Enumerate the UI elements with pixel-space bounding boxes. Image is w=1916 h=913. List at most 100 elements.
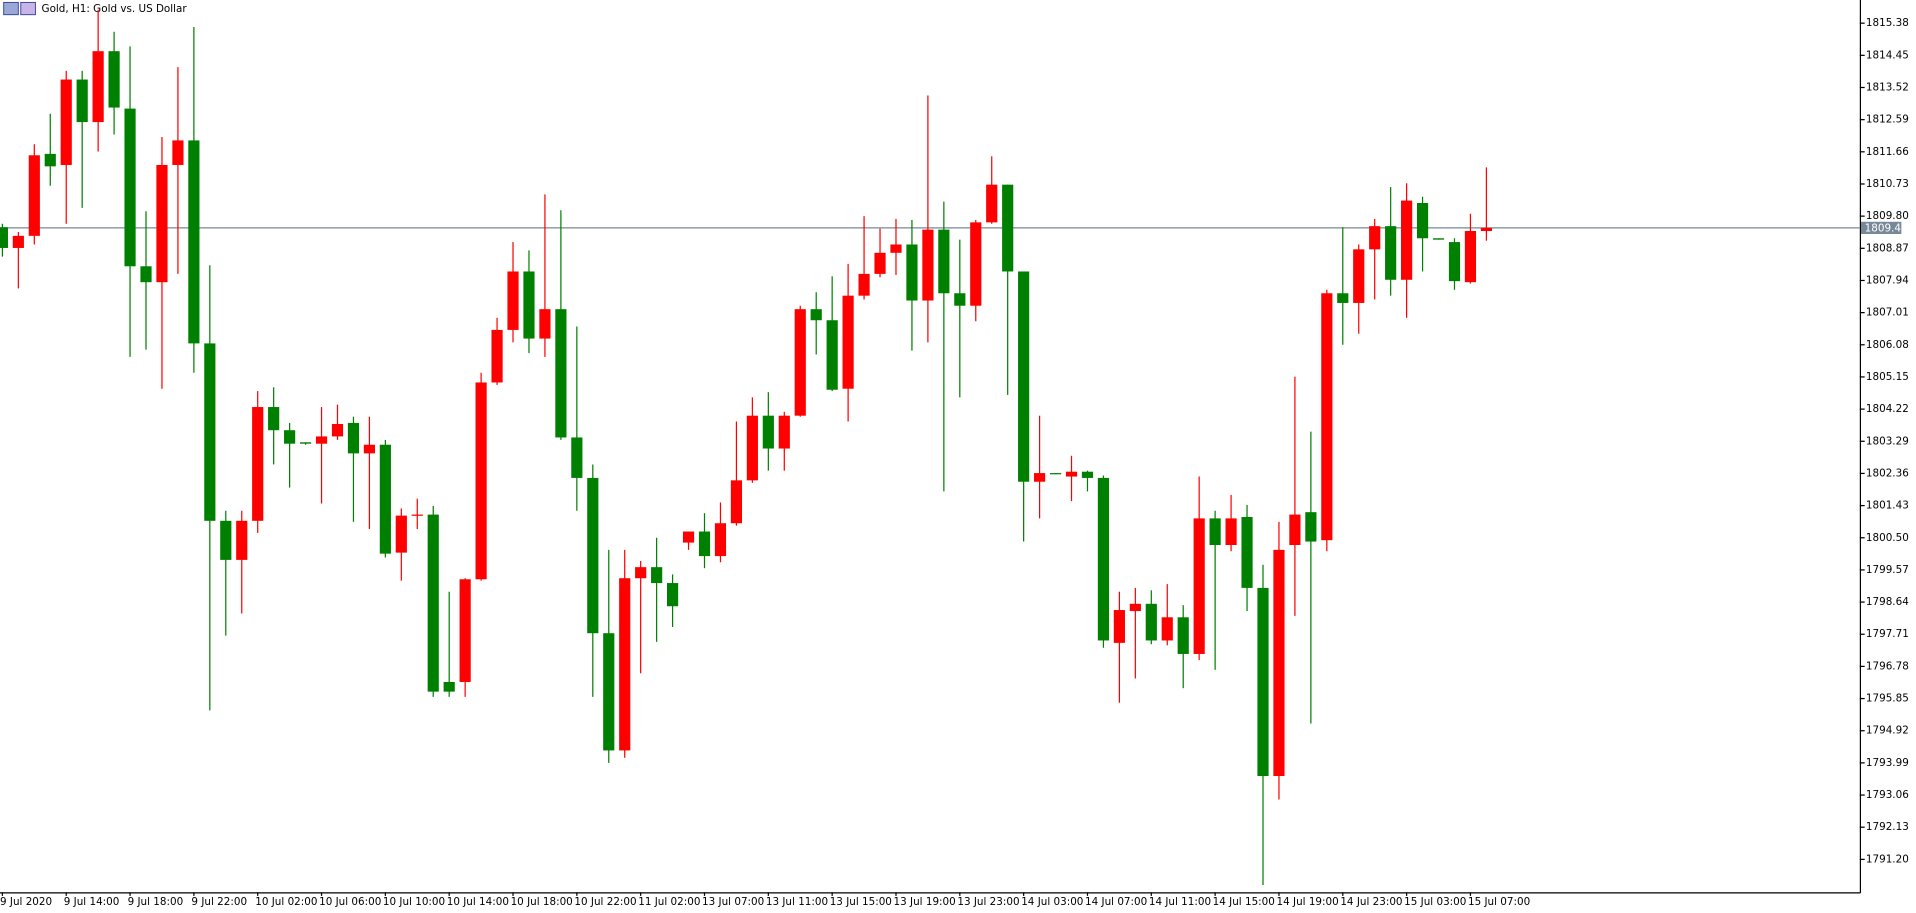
x-tick-label: 9 Jul 22:00 [191, 896, 247, 908]
candle-body [603, 633, 615, 751]
x-tick-label: 14 Jul 07:00 [1085, 896, 1147, 908]
candle-body [842, 295, 854, 389]
candle-body [236, 520, 248, 560]
x-tick-label: 9 Jul 14:00 [64, 896, 120, 908]
candle-body [1480, 227, 1492, 232]
candle-body [1416, 202, 1429, 239]
candle-body [1401, 200, 1413, 280]
x-tick-label: 10 Jul 14:00 [447, 896, 509, 908]
candle-body [459, 579, 471, 682]
y-tick-label: 1805.15 [1866, 371, 1909, 383]
candle-body [108, 51, 120, 108]
candle-body [60, 79, 72, 165]
symbol-icons [3, 1, 36, 16]
y-tick-label: 1793.06 [1866, 789, 1909, 801]
y-tick-label: 1798.64 [1866, 596, 1909, 608]
candle-body [0, 227, 8, 248]
candle-body [1209, 518, 1221, 546]
last-price-label: 1809.46 [1865, 223, 1908, 235]
candle-body [635, 567, 647, 579]
candle-body [44, 153, 56, 167]
x-tick-label: 14 Jul 23:00 [1340, 896, 1402, 908]
x-tick-label: 14 Jul 03:00 [1021, 896, 1083, 908]
candle-body [92, 51, 104, 123]
x-tick-label: 9 Jul 18:00 [128, 896, 184, 908]
x-tick-label: 13 Jul 11:00 [766, 896, 828, 908]
x-tick-label: 10 Jul 10:00 [383, 896, 445, 908]
y-tick-label: 1793.99 [1866, 757, 1909, 769]
candle-body [906, 244, 918, 301]
candle-body [76, 79, 88, 123]
candle-body [140, 266, 152, 283]
candle-body [954, 293, 966, 306]
candle-body [188, 140, 200, 344]
candle-body [571, 437, 583, 478]
y-tick-label: 1804.22 [1866, 403, 1909, 415]
y-tick-label: 1811.66 [1866, 146, 1909, 158]
candle-body [411, 514, 423, 516]
candle-body [1273, 549, 1285, 777]
x-tick-label: 10 Jul 18:00 [511, 896, 573, 908]
x-tick-label: 13 Jul 23:00 [957, 896, 1019, 908]
candle-body [746, 415, 758, 481]
y-tick-label: 1807.01 [1866, 307, 1909, 319]
candle-body [379, 444, 391, 554]
candle-body [1081, 471, 1094, 478]
x-tick-label: 13 Jul 19:00 [894, 896, 956, 908]
y-tick-label: 1803.29 [1866, 435, 1909, 447]
candle-body [778, 415, 790, 449]
candle-body [810, 309, 822, 321]
y-tick-label: 1810.73 [1866, 178, 1909, 190]
candle-body [922, 229, 934, 301]
candle-body [874, 252, 886, 274]
candle-body [1464, 231, 1477, 283]
candle-body [1369, 226, 1381, 250]
y-tick-label: 1792.13 [1866, 821, 1909, 833]
y-tick-label: 1808.87 [1866, 242, 1909, 254]
y-tick-label: 1801.43 [1866, 500, 1909, 512]
candle-body [651, 567, 663, 584]
candle-body [172, 140, 184, 165]
candle-body [1257, 587, 1269, 777]
candle-body [1289, 514, 1301, 546]
candle-body [331, 423, 344, 437]
candle-body [1113, 610, 1125, 643]
candle-body [284, 430, 296, 444]
candle-body [1353, 249, 1365, 303]
candle-body [28, 155, 40, 236]
y-tick-label: 1807.94 [1866, 274, 1909, 286]
x-tick-label: 14 Jul 15:00 [1213, 896, 1275, 908]
candle-body [347, 422, 360, 454]
candle-body [1145, 603, 1157, 641]
y-tick-label: 1797.71 [1866, 628, 1909, 640]
icon [3, 1, 19, 16]
x-tick-label: 15 Jul 03:00 [1404, 896, 1466, 908]
candle-body [890, 244, 902, 253]
x-tick-label: 13 Jul 15:00 [830, 896, 892, 908]
y-tick-label: 1796.78 [1866, 660, 1909, 672]
y-tick-label: 1812.59 [1866, 114, 1909, 126]
candle-body [523, 271, 535, 339]
candle-body [363, 444, 375, 454]
candle-body [858, 273, 870, 296]
x-tick-label: 11 Jul 02:00 [638, 896, 700, 908]
y-tick-label: 1809.80 [1866, 210, 1909, 222]
candle-body [762, 415, 774, 449]
candle-body [156, 164, 168, 283]
x-tick-label: 10 Jul 22:00 [574, 896, 636, 908]
x-tick-label: 10 Jul 02:00 [255, 896, 317, 908]
candle-body [252, 407, 264, 521]
x-tick-label: 14 Jul 11:00 [1149, 896, 1211, 908]
candle-body [507, 271, 519, 330]
candle-body [395, 515, 407, 553]
candle-body [268, 407, 280, 431]
candle-body [794, 309, 806, 416]
y-tick-label: 1791.20 [1866, 853, 1909, 865]
candle-body [698, 531, 711, 557]
candle-body [1018, 271, 1030, 482]
candle-body [1129, 603, 1141, 612]
y-tick-label: 1815.38 [1866, 17, 1909, 29]
y-tick-label: 1795.85 [1866, 693, 1909, 705]
candle-body [1432, 238, 1445, 240]
